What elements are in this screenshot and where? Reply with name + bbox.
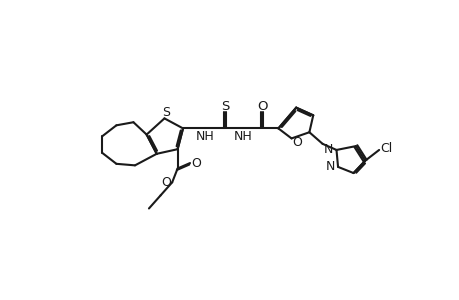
- Text: O: O: [161, 176, 171, 189]
- Text: O: O: [191, 157, 201, 169]
- Text: O: O: [256, 100, 267, 112]
- Text: S: S: [162, 106, 170, 119]
- Text: NH: NH: [195, 130, 213, 143]
- Text: Cl: Cl: [380, 142, 392, 155]
- Text: N: N: [323, 143, 333, 157]
- Text: O: O: [291, 136, 301, 149]
- Text: NH: NH: [234, 130, 252, 143]
- Text: N: N: [325, 160, 334, 173]
- Text: S: S: [220, 100, 229, 112]
